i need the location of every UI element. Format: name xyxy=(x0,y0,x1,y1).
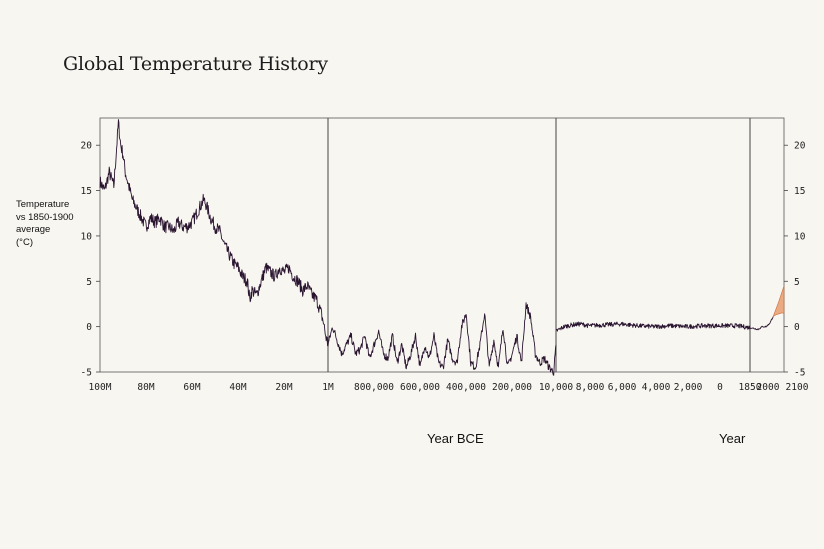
x-tick-label: 6,000 xyxy=(608,382,637,393)
series-line-4 xyxy=(749,316,774,331)
x-tick-label: 600,000 xyxy=(400,382,440,393)
series-line-2 xyxy=(327,302,557,376)
y-tick-label-left: 15 xyxy=(81,186,92,197)
x-tick-label: 80M xyxy=(137,382,154,393)
y-tick-label-right: 15 xyxy=(794,186,805,197)
y-tick-label-left: 0 xyxy=(86,322,92,333)
plot-frame xyxy=(99,117,785,373)
y-axis-label-line: vs 1850-1900 xyxy=(16,211,74,223)
x-tick-label: 10,000 xyxy=(539,382,574,393)
projection-band xyxy=(772,285,785,318)
x-tick-label: 2,000 xyxy=(674,382,703,393)
x-tick-label: 100M xyxy=(89,382,112,393)
y-tick-label-left: -5 xyxy=(81,368,92,379)
x-tick-label: 800,000 xyxy=(354,382,394,393)
x-axis-label-year: Year xyxy=(719,431,746,446)
x-tick-label: 20M xyxy=(275,382,292,393)
x-tick-label: 2100 xyxy=(786,382,809,393)
x-tick-label: 1M xyxy=(322,382,334,393)
y-axis-label: Temperature vs 1850-1900 average (°C) xyxy=(16,199,94,249)
y-axis-label-line: Temperature xyxy=(16,199,70,210)
x-tick-label: 0 xyxy=(717,382,723,393)
chart-title: Global Temperature History xyxy=(63,53,328,75)
y-tick-label-right: -5 xyxy=(794,368,805,379)
x-tick-label: 4,000 xyxy=(642,382,671,393)
x-tick-label: 200,000 xyxy=(492,382,532,393)
x-tick-label: 60M xyxy=(183,382,200,393)
y-tick-label-left: 5 xyxy=(86,277,92,288)
y-tick-label-right: 20 xyxy=(794,141,806,152)
series-line-3 xyxy=(555,321,751,332)
y-tick-label-right: 5 xyxy=(794,277,800,288)
x-tick-label: 400,000 xyxy=(446,382,486,393)
x-tick-label: 40M xyxy=(229,382,246,393)
x-axis-label-bce: Year BCE xyxy=(427,431,484,446)
y-tick-label-left: 20 xyxy=(81,141,93,152)
y-tick-label-right: 0 xyxy=(794,322,800,333)
series-line-1 xyxy=(99,119,329,346)
y-tick-label-right: 10 xyxy=(794,231,806,242)
x-tick-label: 1850 xyxy=(739,382,762,393)
x-tick-label: 8,000 xyxy=(576,382,605,393)
y-axis-label-line: average xyxy=(16,224,51,235)
x-tick-label: 2000 xyxy=(757,382,780,393)
y-tick-label-left: 10 xyxy=(81,231,93,242)
y-axis-label-line: (°C) xyxy=(16,236,33,248)
